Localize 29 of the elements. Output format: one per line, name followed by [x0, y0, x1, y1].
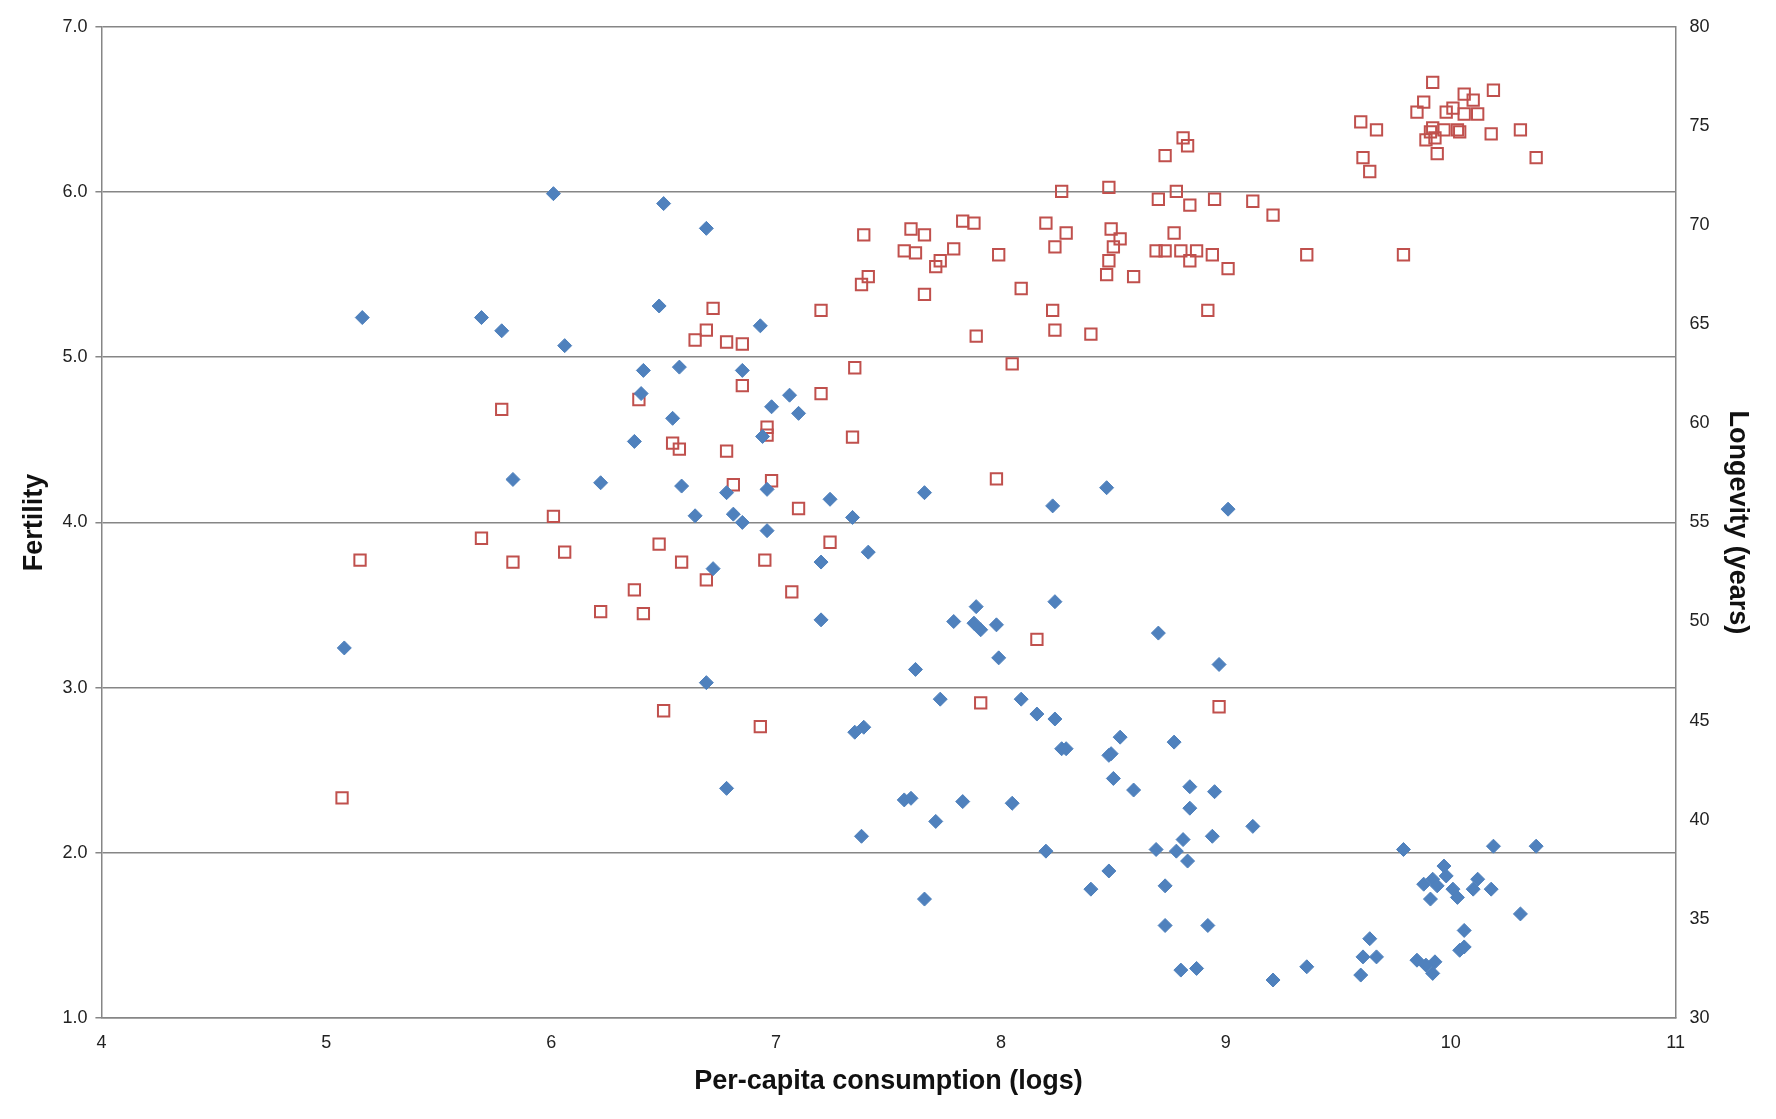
y2-tick-label: 50: [1689, 610, 1710, 631]
y-tick-label: 1.0: [62, 1006, 88, 1027]
x-tick-label: 9: [1220, 1031, 1231, 1052]
y2-tick-label: 75: [1689, 114, 1710, 135]
x-tick-label: 11: [1666, 1031, 1685, 1052]
x-tick-label: 6: [546, 1031, 557, 1052]
x-tick-label: 8: [995, 1031, 1006, 1052]
x-tick-label: 5: [321, 1031, 332, 1052]
x-tick-label: 7: [771, 1031, 782, 1052]
y2-tick-label: 30: [1689, 1006, 1710, 1027]
y-tick-label: 6.0: [62, 180, 88, 201]
y-tick-label: 4.0: [62, 511, 88, 532]
x-tick-label: 10: [1440, 1031, 1461, 1052]
y-tick-label: 3.0: [62, 676, 88, 697]
y-axis-title: Fertility: [17, 473, 48, 572]
y2-tick-label: 45: [1689, 709, 1710, 730]
y-tick-label: 5.0: [62, 346, 88, 367]
y2-axis-title: Longevity (years): [1724, 410, 1755, 635]
x-tick-label: 4: [96, 1031, 107, 1052]
y2-tick-label: 65: [1689, 313, 1710, 334]
y-tick-label: 2.0: [62, 841, 88, 862]
y2-tick-label: 55: [1689, 511, 1710, 532]
y-tick-label: 7.0: [62, 15, 88, 36]
y2-tick-label: 60: [1689, 412, 1710, 433]
y2-tick-label: 40: [1689, 808, 1710, 829]
y2-tick-label: 70: [1689, 214, 1710, 235]
y2-tick-label: 35: [1689, 907, 1710, 928]
x-axis-title: Per-capita consumption (logs): [694, 1065, 1083, 1096]
y2-tick-label: 80: [1689, 15, 1710, 36]
